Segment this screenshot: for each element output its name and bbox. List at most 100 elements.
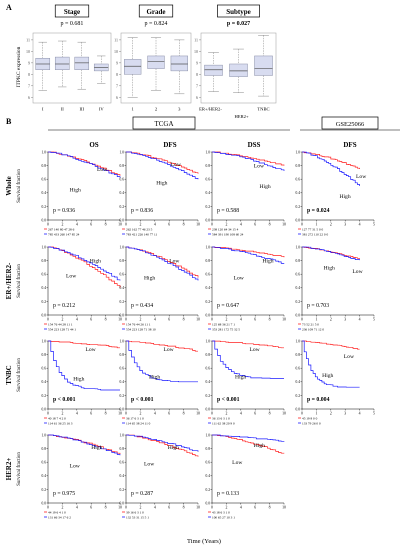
x-tick-label: 4 [240, 412, 242, 416]
y-tick-label: 0.4 [206, 474, 211, 478]
x-tick-label: 0 [301, 318, 303, 322]
km-plot-2-0: 0.0 0.2 0.4 0.6 0.8 1.0 0 2 4 6 8 10 Low High p < 0.00… [42, 339, 123, 425]
curve-label-low: Low [169, 259, 180, 265]
x-tick-label: 6 [90, 506, 92, 510]
category-label: HER2+ [234, 114, 248, 119]
km-pvalue: p = 0.975 [53, 491, 75, 497]
curve-label-low: Low [85, 347, 96, 353]
y-tick-label: 1.0 [206, 245, 211, 249]
x-tick-label: 2 [330, 318, 332, 322]
risk-row-low: 36 13 6 3 1 0 [212, 417, 230, 421]
column-header-dfs: DFS [163, 141, 176, 149]
category-label: ER+/HER2- [199, 107, 222, 112]
km-curve-high [212, 246, 285, 264]
km-curve-high [126, 151, 199, 180]
y-tick-label: 0.4 [206, 286, 211, 290]
km-pvalue: p = 0.588 [217, 208, 239, 214]
y-tick-label: 0.0 [206, 313, 211, 317]
risk-row-high: 111 62 38 20 9 0 [212, 422, 235, 426]
x-tick-label: 2 [330, 412, 332, 416]
x-tick-label: 2 [139, 318, 141, 322]
y-tick-label: 6 [196, 95, 198, 100]
y-tick-label: 0.8 [120, 353, 125, 357]
plot-title: Subtype [226, 8, 251, 16]
km-pvalue: p = 0.133 [217, 491, 239, 497]
risk-row-low: 154 76 44 28 11 1 [48, 323, 73, 327]
y-tick-label: 1.0 [42, 245, 47, 249]
x-tick-label: 4 [76, 318, 78, 322]
iqr-box [54, 56, 70, 70]
x-tick-label: 2 [139, 412, 141, 416]
risk-row-high: 114 65 38 24 11 0 [126, 422, 151, 426]
risk-row-high: 554 223 128 71 44 1 [48, 328, 76, 332]
y-tick-label: 10 [26, 49, 30, 54]
x-tick-label: 0 [125, 223, 127, 227]
plot-title-box [138, 4, 174, 18]
x-tick-label: 6 [254, 506, 256, 510]
x-tick-label: 8 [105, 506, 107, 510]
y-tick-label: 0.4 [120, 286, 125, 290]
y-tick-label: 0.0 [206, 501, 211, 505]
km-pvalue: p < 0.001 [217, 397, 240, 403]
column-header-os: OS [89, 141, 98, 149]
x-tick-label: 10 [196, 223, 200, 227]
curve-label-high: High [70, 187, 81, 193]
y-tick-label: 9 [28, 60, 30, 65]
curve-label-high: High [149, 374, 160, 380]
y-tick-label: 0.4 [42, 474, 47, 478]
risk-row-high: 133 79 26 0 0 [302, 422, 321, 426]
panel-b-xlabel: Time (Years) [187, 538, 221, 545]
y-tick-label: 7 [196, 83, 198, 88]
box-3: 3 [170, 39, 188, 112]
y-tick-label: 11 [114, 37, 118, 42]
x-tick-label: 4 [240, 506, 242, 510]
curve-label-high: High [168, 445, 179, 451]
x-tick-label: 0 [211, 318, 213, 322]
x-tick-label: 4 [154, 223, 156, 227]
risk-row-low: 125 68 36 21 7 1 [212, 323, 235, 327]
plot-title-box [54, 4, 90, 18]
risk-row-low: 267 140 80 47 28 6 [48, 228, 75, 232]
km-plot-0-0: 0.0 0.2 0.4 0.6 0.8 1.0 0 2 4 6 8 10 Low High p = 0.93… [42, 150, 123, 236]
x-tick-label: 10 [282, 412, 286, 416]
iqr-box [254, 55, 273, 76]
curve-label-high: High [339, 194, 350, 200]
iqr-box [74, 56, 90, 70]
y-tick-label: 0.4 [120, 380, 125, 384]
panel-a-letter: A [6, 3, 12, 12]
km-curve-low [126, 434, 199, 457]
box-plot-subtype: Subtype p = 0.027 6 7 8 9 10 11 ER+/HER2- HER2+ TN… [194, 4, 277, 119]
y-tick-label: 0.6 [206, 367, 211, 371]
category-label: III [79, 107, 84, 112]
risk-row-high: 353 281 172 75 32 5 [212, 328, 240, 332]
y-tick-label: 0.6 [206, 178, 211, 182]
y-tick-label: 0.0 [120, 407, 125, 411]
x-tick-label: 10 [282, 223, 286, 227]
box-2: 2 [147, 37, 165, 112]
curve-label-low: Low [249, 347, 260, 353]
x-tick-label: 4 [154, 412, 156, 416]
curve-label-high: High [156, 181, 167, 187]
y-tick-label: 0.2 [296, 300, 301, 304]
x-tick-label: 0 [125, 506, 127, 510]
plot-pvalue: p = 0.027 [227, 21, 250, 27]
x-tick-label: 1 [315, 223, 317, 227]
y-tick-label: 0.4 [296, 380, 301, 384]
y-tick-label: 0.6 [296, 367, 301, 371]
x-tick-label: 1 [315, 412, 317, 416]
x-tick-label: 10 [282, 318, 286, 322]
iqr-box [124, 59, 142, 75]
x-tick-label: 10 [282, 506, 286, 510]
curve-label-low: Low [66, 274, 77, 280]
x-tick-label: 8 [269, 223, 271, 227]
km-pvalue: p = 0.936 [53, 208, 75, 214]
y-tick-label: 0.4 [206, 380, 211, 384]
km-curve-low [212, 434, 285, 454]
km-curve-low [212, 340, 284, 349]
risk-row-low: 45 19 8 0 0 [302, 417, 318, 421]
y-tick-label: 0.2 [120, 488, 125, 492]
y-tick-label: 0.2 [42, 394, 47, 398]
km-plot-2-1: 0.0 0.2 0.4 0.6 0.8 1.0 0 2 4 6 8 10 Low High p < 0.00… [120, 339, 201, 425]
curve-label-high: High [324, 265, 335, 271]
km-curve-high [126, 340, 198, 383]
